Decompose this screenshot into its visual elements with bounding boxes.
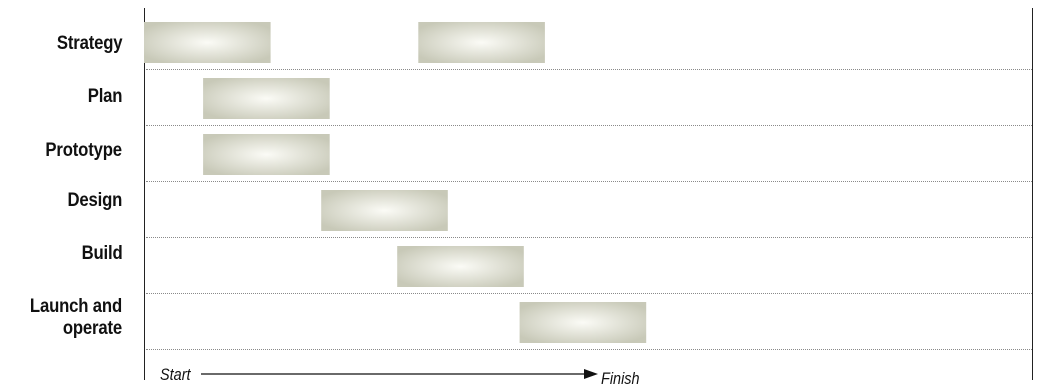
row-separator (146, 181, 1032, 182)
row-label-prototype: Prototype (45, 140, 123, 161)
row-separator (146, 237, 1032, 238)
right-frame-line (1032, 8, 1033, 380)
gantt-bar-launch-and-operate-1 (519, 302, 647, 343)
row-label-launch-and-operate: Launch and operate (29, 296, 123, 339)
gantt-bar-strategy-2 (418, 22, 545, 63)
row-separator (146, 293, 1032, 294)
row-label-plan: Plan (87, 86, 122, 107)
timeline-start-label: Start (160, 365, 191, 384)
row-label-design: Design (67, 190, 122, 211)
gantt-bar-plan-1 (203, 78, 330, 119)
row-separator (146, 69, 1032, 70)
left-axis-line (144, 8, 145, 380)
row-separator (146, 125, 1032, 126)
gantt-bar-strategy-1 (144, 22, 271, 63)
timeline-arrow (201, 369, 598, 379)
row-separator (146, 349, 1032, 350)
gantt-bar-design-1 (321, 190, 448, 231)
gantt-bar-build-1 (397, 246, 524, 287)
row-label-build: Build (81, 243, 122, 264)
gantt-bar-prototype-1 (203, 134, 330, 175)
row-label-strategy: Strategy (56, 33, 122, 54)
timeline-finish-label: Finish (601, 369, 640, 388)
